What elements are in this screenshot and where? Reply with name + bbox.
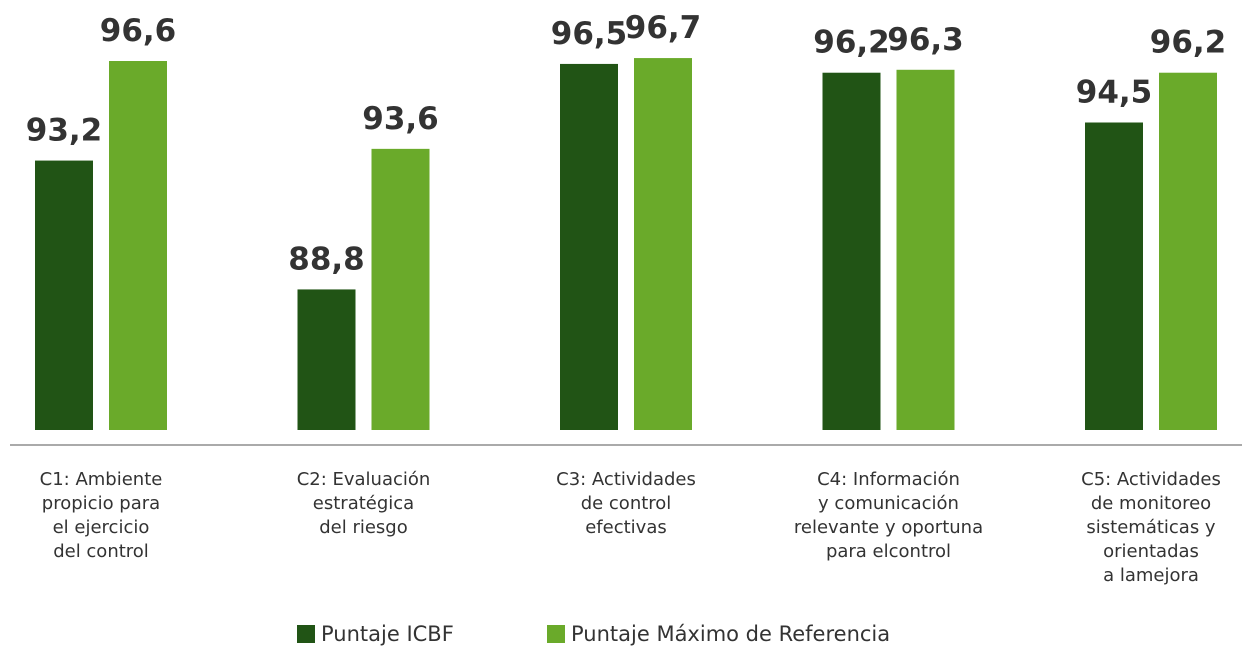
bar — [371, 148, 430, 430]
value-label: 96,2 — [813, 25, 890, 61]
bar — [35, 160, 93, 431]
bar — [1085, 122, 1143, 430]
bar — [297, 289, 356, 430]
value-label: 94,5 — [1076, 75, 1153, 111]
x-tick-label: C3: Actividades de control efectivas — [556, 469, 696, 538]
value-label: 96,2 — [1150, 25, 1227, 61]
value-label: 88,8 — [288, 241, 365, 277]
legend-swatch — [547, 625, 565, 643]
x-tick-label: C2: Evaluación estratégica del riesgo — [296, 469, 431, 538]
legend-label: Puntaje Máximo de Referencia — [571, 622, 890, 646]
value-label: 96,5 — [551, 16, 628, 52]
x-tick-label: C5: Actividades de monitoreo sistemática… — [1081, 469, 1221, 586]
value-label: 96,7 — [625, 10, 702, 46]
bar — [109, 61, 167, 430]
value-label: 96,6 — [100, 13, 177, 49]
value-label: 93,6 — [362, 101, 439, 137]
value-label: 93,2 — [26, 113, 103, 149]
x-tick-label: C4: Información y comunicación relevante… — [793, 469, 984, 562]
bar — [1159, 72, 1217, 430]
legend-swatch — [297, 625, 315, 643]
bar — [634, 58, 692, 430]
legend-label: Puntaje ICBF — [321, 622, 454, 646]
x-tick-label: C1: Ambiente propicio para el ejercicio … — [39, 469, 163, 562]
bar — [896, 69, 955, 431]
value-label: 96,3 — [887, 22, 964, 58]
bar — [560, 63, 618, 431]
bar — [822, 72, 881, 430]
